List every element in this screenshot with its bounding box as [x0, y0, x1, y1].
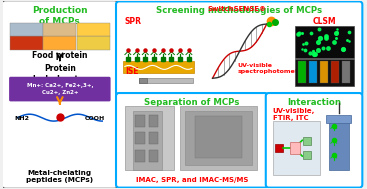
Bar [309, 61, 317, 83]
Bar [342, 61, 349, 83]
Text: UV-visible,
FTIR, ITC: UV-visible, FTIR, ITC [273, 108, 315, 121]
Bar [77, 36, 110, 50]
Bar [331, 61, 339, 83]
Text: Separation of MCPs: Separation of MCPs [144, 98, 240, 107]
Bar [295, 26, 355, 58]
Text: UV-visible
spectrophotometry: UV-visible spectrophotometry [237, 64, 305, 74]
Bar [135, 132, 145, 144]
Bar [133, 111, 162, 170]
Text: Food protein: Food protein [32, 51, 88, 60]
Bar [77, 22, 110, 36]
Bar [139, 78, 193, 83]
Text: NH2: NH2 [15, 116, 29, 121]
Text: Screening methodologies of MCPs: Screening methodologies of MCPs [156, 6, 322, 15]
Text: IMAC, SPR, and IMAC-MS/MS: IMAC, SPR, and IMAC-MS/MS [136, 177, 248, 183]
Bar [326, 115, 352, 123]
FancyBboxPatch shape [116, 93, 268, 188]
Bar [320, 61, 328, 83]
Bar [329, 118, 349, 170]
Text: COOH: COOH [85, 116, 105, 121]
Bar [135, 115, 145, 126]
Bar [149, 115, 159, 126]
Bar [10, 22, 43, 36]
Bar [43, 36, 76, 50]
Bar [149, 150, 159, 162]
Text: Metal-chelating
peptides (MCPs): Metal-chelating peptides (MCPs) [26, 170, 94, 183]
Bar [125, 106, 174, 170]
Bar [290, 142, 300, 154]
Text: Production
of MCPs: Production of MCPs [32, 6, 88, 26]
Text: Mn+: Ca2+, Fe2+,3+,
Cu2+, Zn2+: Mn+: Ca2+, Fe2+,3+, Cu2+, Zn2+ [26, 84, 93, 95]
Bar [195, 116, 242, 158]
Bar [273, 121, 320, 175]
Bar [180, 106, 257, 170]
Bar [43, 22, 76, 36]
FancyBboxPatch shape [116, 1, 362, 96]
Text: ISE: ISE [125, 67, 138, 76]
Text: SwitchSENSE®: SwitchSENSE® [208, 6, 267, 12]
Bar [303, 151, 311, 159]
Bar [135, 150, 145, 162]
Text: Protein
hydrolysates: Protein hydrolysates [32, 64, 88, 84]
FancyBboxPatch shape [266, 93, 362, 188]
Text: Interaction: Interaction [287, 98, 341, 107]
Text: SPR: SPR [125, 17, 142, 26]
FancyBboxPatch shape [9, 77, 110, 101]
Bar [185, 111, 252, 165]
Bar [275, 144, 283, 152]
Bar [303, 137, 311, 145]
FancyBboxPatch shape [2, 0, 118, 189]
Bar [295, 59, 355, 86]
Bar [298, 61, 306, 83]
Bar [10, 36, 43, 50]
Text: CLSM: CLSM [313, 17, 337, 26]
Bar [123, 61, 194, 73]
Bar [149, 132, 159, 144]
Bar [139, 78, 146, 83]
